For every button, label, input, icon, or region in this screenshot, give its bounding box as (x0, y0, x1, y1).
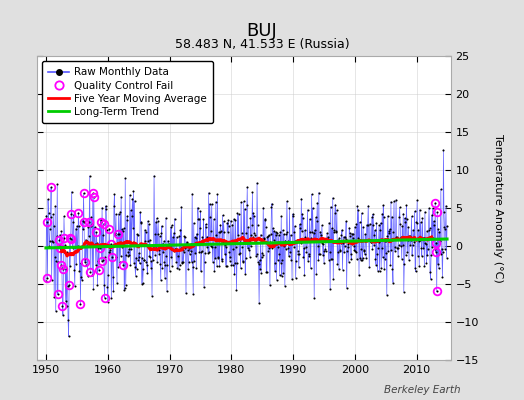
Text: 58.483 N, 41.533 E (Russia): 58.483 N, 41.533 E (Russia) (174, 38, 350, 51)
Y-axis label: Temperature Anomaly (°C): Temperature Anomaly (°C) (493, 134, 503, 282)
Text: BUJ: BUJ (247, 22, 277, 40)
Legend: Raw Monthly Data, Quality Control Fail, Five Year Moving Average, Long-Term Tren: Raw Monthly Data, Quality Control Fail, … (42, 61, 213, 123)
Text: Berkeley Earth: Berkeley Earth (385, 385, 461, 395)
